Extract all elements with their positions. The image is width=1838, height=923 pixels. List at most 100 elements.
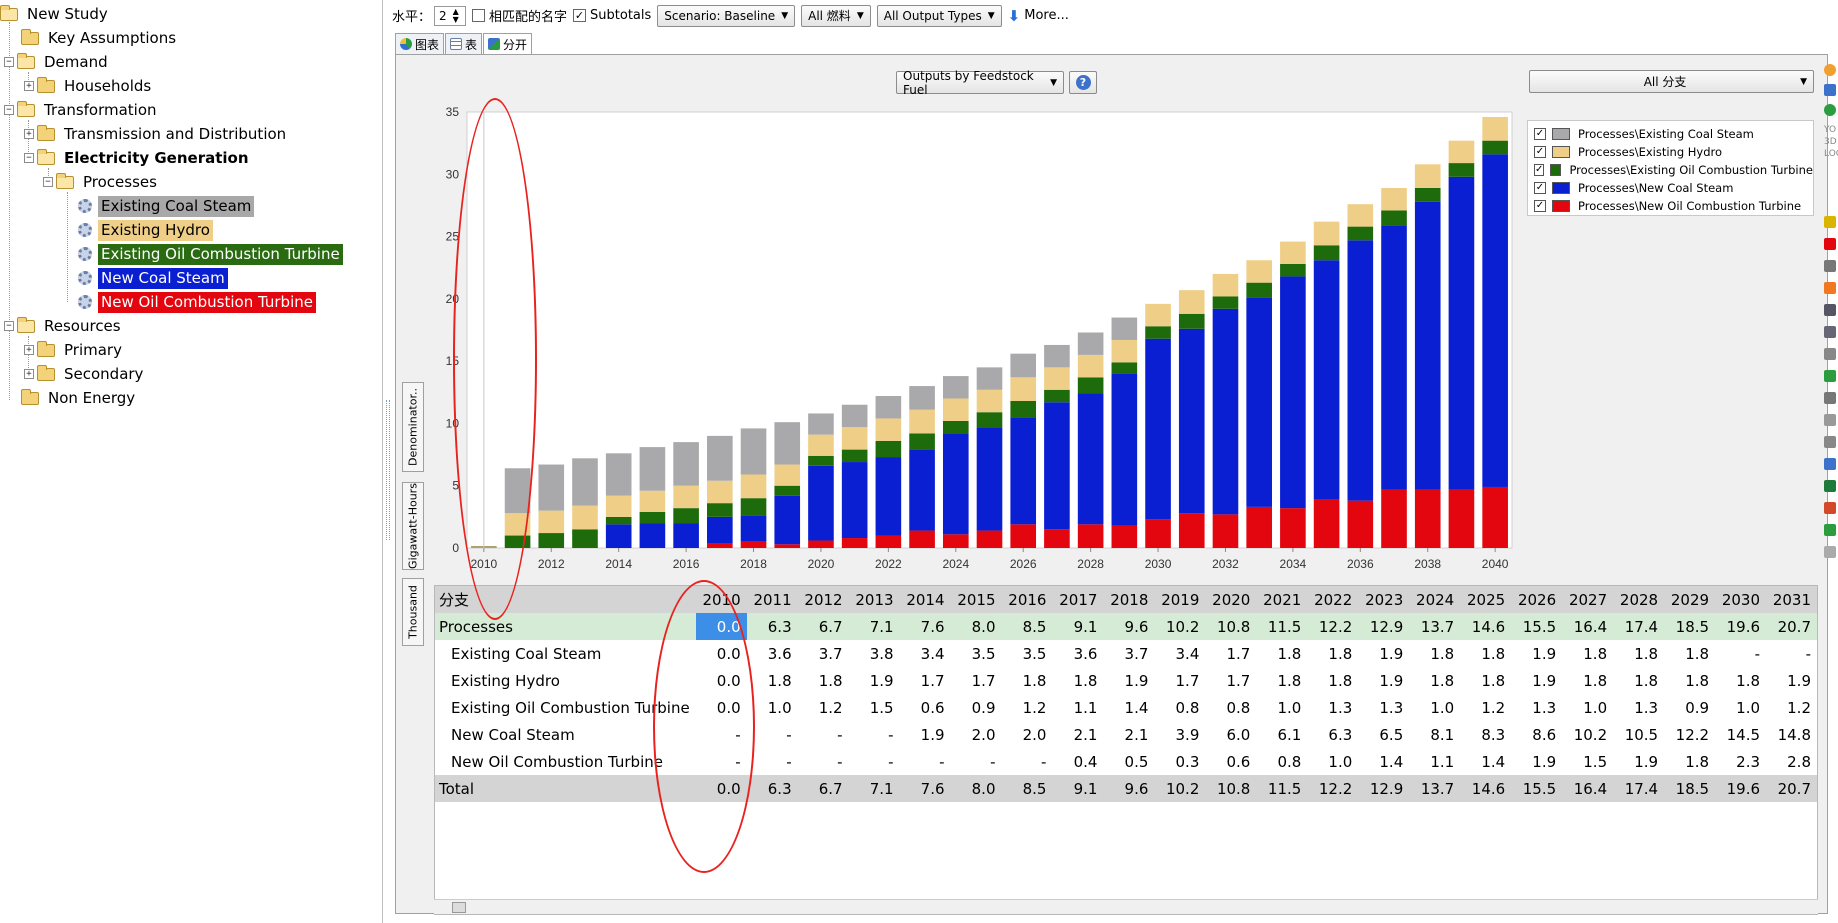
table-cell[interactable]: -	[786, 752, 792, 771]
table-cell[interactable]: 7.1	[848, 613, 900, 640]
spinner-arrows-icon[interactable]: ▲ ▼	[452, 6, 459, 24]
table-cell[interactable]: -	[786, 725, 792, 744]
table-cell[interactable]: 6.7	[797, 613, 849, 640]
table-cell[interactable]: 6.3	[1328, 725, 1353, 744]
table-cell[interactable]: 1.8	[1277, 671, 1302, 690]
table-cell[interactable]: 11.5	[1256, 775, 1308, 802]
grid-icon[interactable]	[1824, 238, 1836, 250]
table-cell[interactable]: 0.8	[1175, 698, 1200, 717]
settings-icon[interactable]	[1824, 546, 1836, 558]
table-cell[interactable]: 8.1	[1430, 725, 1455, 744]
column-header-branch[interactable]: 分支	[435, 586, 696, 613]
table-cell[interactable]: 1.8	[1430, 671, 1455, 690]
table-cell[interactable]: 10.2	[1573, 725, 1608, 744]
tree-item-primary[interactable]: + Primary	[24, 339, 125, 361]
table-cell[interactable]: 12.2	[1675, 725, 1710, 744]
tree-item-electricity-generation[interactable]: − Electricity Generation	[24, 147, 252, 169]
table-cell[interactable]: 1.8	[1073, 671, 1098, 690]
column-header-year[interactable]: 2025	[1460, 586, 1512, 613]
chart-style-icon[interactable]	[1824, 64, 1836, 76]
table-cell[interactable]: 0.3	[1175, 752, 1200, 771]
column-header-year[interactable]: 2022	[1307, 586, 1359, 613]
print-icon[interactable]	[1824, 436, 1836, 448]
decimals-icon[interactable]	[1824, 326, 1836, 338]
table-cell[interactable]: 19.6	[1715, 775, 1767, 802]
column-header-year[interactable]: 2024	[1409, 586, 1461, 613]
table-cell[interactable]: 14.8	[1777, 725, 1811, 744]
match-names-toggle[interactable]: 相匹配的名字	[472, 6, 567, 25]
legend-item-new-oil[interactable]: ✓ Processes\New Oil Combustion Turbine	[1528, 197, 1813, 215]
table-cell[interactable]: 16.4	[1562, 775, 1614, 802]
legend-checkbox[interactable]: ✓	[1534, 128, 1546, 140]
table-cell[interactable]: 18.5	[1664, 775, 1716, 802]
table-cell[interactable]: 1.9	[1634, 752, 1659, 771]
table-cell[interactable]: 1.4	[1124, 698, 1149, 717]
table-cell[interactable]: 3.5	[1022, 644, 1047, 663]
table-row[interactable]: Total 0.0 6.3 6.7 7.1 7.6 8.0 8.5 9.1 9.6 10.2 10.8…	[435, 775, 1817, 802]
table-cell[interactable]: -	[837, 752, 843, 771]
tab-table[interactable]: 表	[445, 33, 483, 54]
tree-item-resources[interactable]: − Resources	[4, 315, 124, 337]
column-header-year[interactable]: 2019	[1154, 586, 1206, 613]
table-cell[interactable]: 1.1	[1073, 698, 1098, 717]
tree-item-transformation[interactable]: − Transformation	[4, 99, 160, 121]
table-cell[interactable]: 14.6	[1460, 775, 1512, 802]
table-cell[interactable]: 13.7	[1409, 613, 1461, 640]
table-row[interactable]: Processes 0.0 6.3 6.7 7.1 7.6 8.0 8.5 9.1 9.6 10.2…	[435, 613, 1817, 640]
match-names-checkbox[interactable]	[472, 9, 486, 22]
column-header-year[interactable]: 2018	[1103, 586, 1155, 613]
tree-item-secondary[interactable]: + Secondary	[24, 363, 146, 385]
table-cell[interactable]: 1.7	[971, 671, 996, 690]
number-format-icon[interactable]	[1824, 216, 1836, 228]
table-cell[interactable]: 0.8	[1226, 698, 1251, 717]
table-cell[interactable]: 20.7	[1766, 613, 1817, 640]
column-header-year[interactable]: 2012	[797, 586, 849, 613]
table-cell[interactable]: -	[939, 752, 945, 771]
table-cell[interactable]: 3.4	[920, 644, 945, 663]
table-cell[interactable]: 1.9	[1532, 752, 1557, 771]
font-up-icon[interactable]	[1824, 392, 1836, 404]
table-cell[interactable]: 1.7	[920, 671, 945, 690]
table-row[interactable]: New Coal Steam - - - -1.9 2.0 2.0 2.1 2.1 3.9 6.0 6…	[435, 721, 1817, 748]
table-cell[interactable]: 0.6	[1226, 752, 1251, 771]
table-row[interactable]: Existing Hydro 0.0 1.8 1.8 1.9 1.7 1.7 1.8 1.8 1.…	[435, 667, 1817, 694]
copy-icon[interactable]	[1824, 458, 1836, 470]
pane-splitter-handle[interactable]	[386, 400, 390, 540]
table-cell[interactable]: 13.7	[1409, 775, 1461, 802]
table-cell[interactable]: 1.8	[1685, 671, 1710, 690]
table-cell[interactable]: 1.9	[1124, 671, 1149, 690]
table-cell[interactable]: 12.9	[1358, 613, 1410, 640]
table-cell[interactable]: 0.9	[1685, 698, 1710, 717]
table-cell[interactable]: 7.6	[899, 613, 951, 640]
column-header-year[interactable]: 2011	[746, 586, 798, 613]
table-cell[interactable]: 3.4	[1175, 644, 1200, 663]
table-cell[interactable]: 2.1	[1073, 725, 1098, 744]
table-cell[interactable]: 8.5	[1001, 613, 1053, 640]
y0-toggle[interactable]: YO	[1824, 125, 1837, 135]
table-cell[interactable]: 1.8	[1328, 671, 1353, 690]
tab-breakdown[interactable]: 分开	[483, 33, 533, 54]
table-cell[interactable]: 12.2	[1307, 613, 1359, 640]
scenario-dropdown[interactable]: Scenario: Baseline ▼	[657, 4, 796, 27]
scrollbar-thumb[interactable]	[452, 902, 466, 913]
table-cell[interactable]: -	[888, 752, 894, 771]
table-cell[interactable]: -	[1041, 752, 1047, 771]
table-cell[interactable]: 1.4	[1481, 752, 1506, 771]
column-header-year[interactable]: 2028	[1613, 586, 1665, 613]
table-cell[interactable]: 9.6	[1103, 775, 1155, 802]
table-cell[interactable]: 1.9	[920, 725, 945, 744]
branch-dropdown[interactable]: All 分支 ▼	[1529, 70, 1814, 93]
chart-type-dropdown[interactable]: Outputs by Feedstock Fuel ▼	[896, 69, 1064, 97]
legend-item-existing-coal[interactable]: ✓ Processes\Existing Coal Steam	[1528, 125, 1813, 143]
tree-item-existing-hydro[interactable]: Existing Hydro	[78, 219, 213, 241]
table-cell[interactable]: 6.5	[1379, 725, 1404, 744]
tree-item-demand[interactable]: − Demand	[4, 51, 111, 73]
column-header-year[interactable]: 2023	[1358, 586, 1410, 613]
table-cell[interactable]: -	[1754, 644, 1761, 663]
table-cell[interactable]: 1.5	[869, 698, 894, 717]
table-cell[interactable]: 3.6	[1073, 644, 1098, 663]
legend-item-existing-hydro[interactable]: ✓ Processes\Existing Hydro	[1528, 143, 1813, 161]
table-cell[interactable]: 1.8	[767, 671, 792, 690]
table-cell[interactable]: 1.3	[1634, 698, 1659, 717]
table-cell[interactable]: 1.2	[1022, 698, 1047, 717]
